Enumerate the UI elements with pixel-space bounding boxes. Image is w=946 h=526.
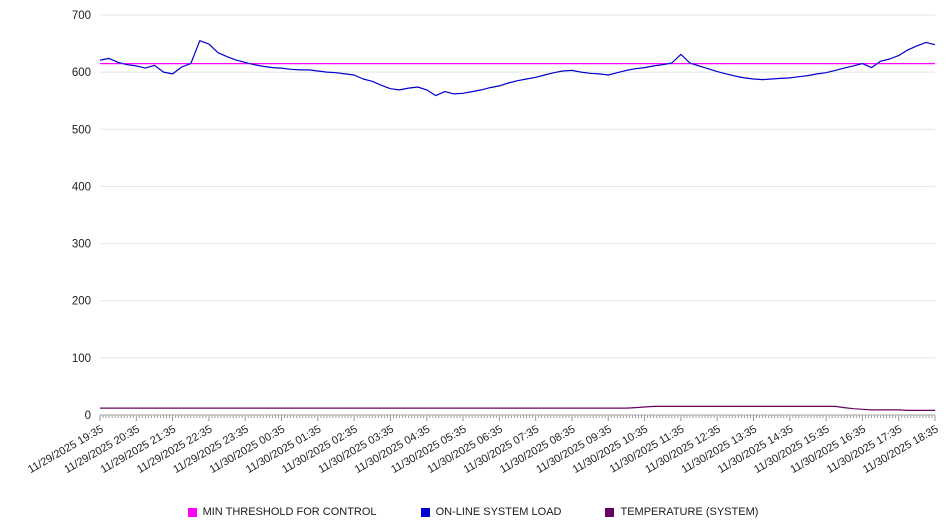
y-tick-label: 400 — [72, 181, 91, 193]
legend-swatch-min-threshold — [187, 507, 197, 517]
legend-item-system-load[interactable]: ON-LINE SYSTEM LOAD — [420, 506, 562, 518]
y-tick-label: 300 — [72, 239, 91, 251]
legend-item-temperature[interactable]: TEMPERATURE (SYSTEM) — [605, 506, 758, 518]
series-line-on-line-system-load — [99, 40, 936, 97]
chart-legend: MIN THRESHOLD FOR CONTROL ON-LINE SYSTEM… — [0, 506, 946, 518]
legend-item-min-threshold[interactable]: MIN THRESHOLD FOR CONTROL — [187, 506, 377, 518]
y-tick-label: 0 — [85, 410, 91, 422]
y-tick-label: 700 — [72, 10, 91, 22]
legend-label-temperature: TEMPERATURE (SYSTEM) — [620, 506, 759, 518]
legend-label-system-load: ON-LINE SYSTEM LOAD — [435, 506, 562, 518]
legend-label-min-threshold: MIN THRESHOLD FOR CONTROL — [202, 506, 377, 518]
y-tick-label: 200 — [72, 296, 91, 308]
series-line-temperature-system — [100, 405, 935, 411]
legend-swatch-temperature — [605, 507, 615, 517]
y-tick-label: 600 — [72, 67, 91, 79]
y-tick-label: 500 — [72, 124, 91, 136]
y-tick-label: 100 — [72, 353, 91, 365]
legend-swatch-system-load — [420, 507, 430, 517]
